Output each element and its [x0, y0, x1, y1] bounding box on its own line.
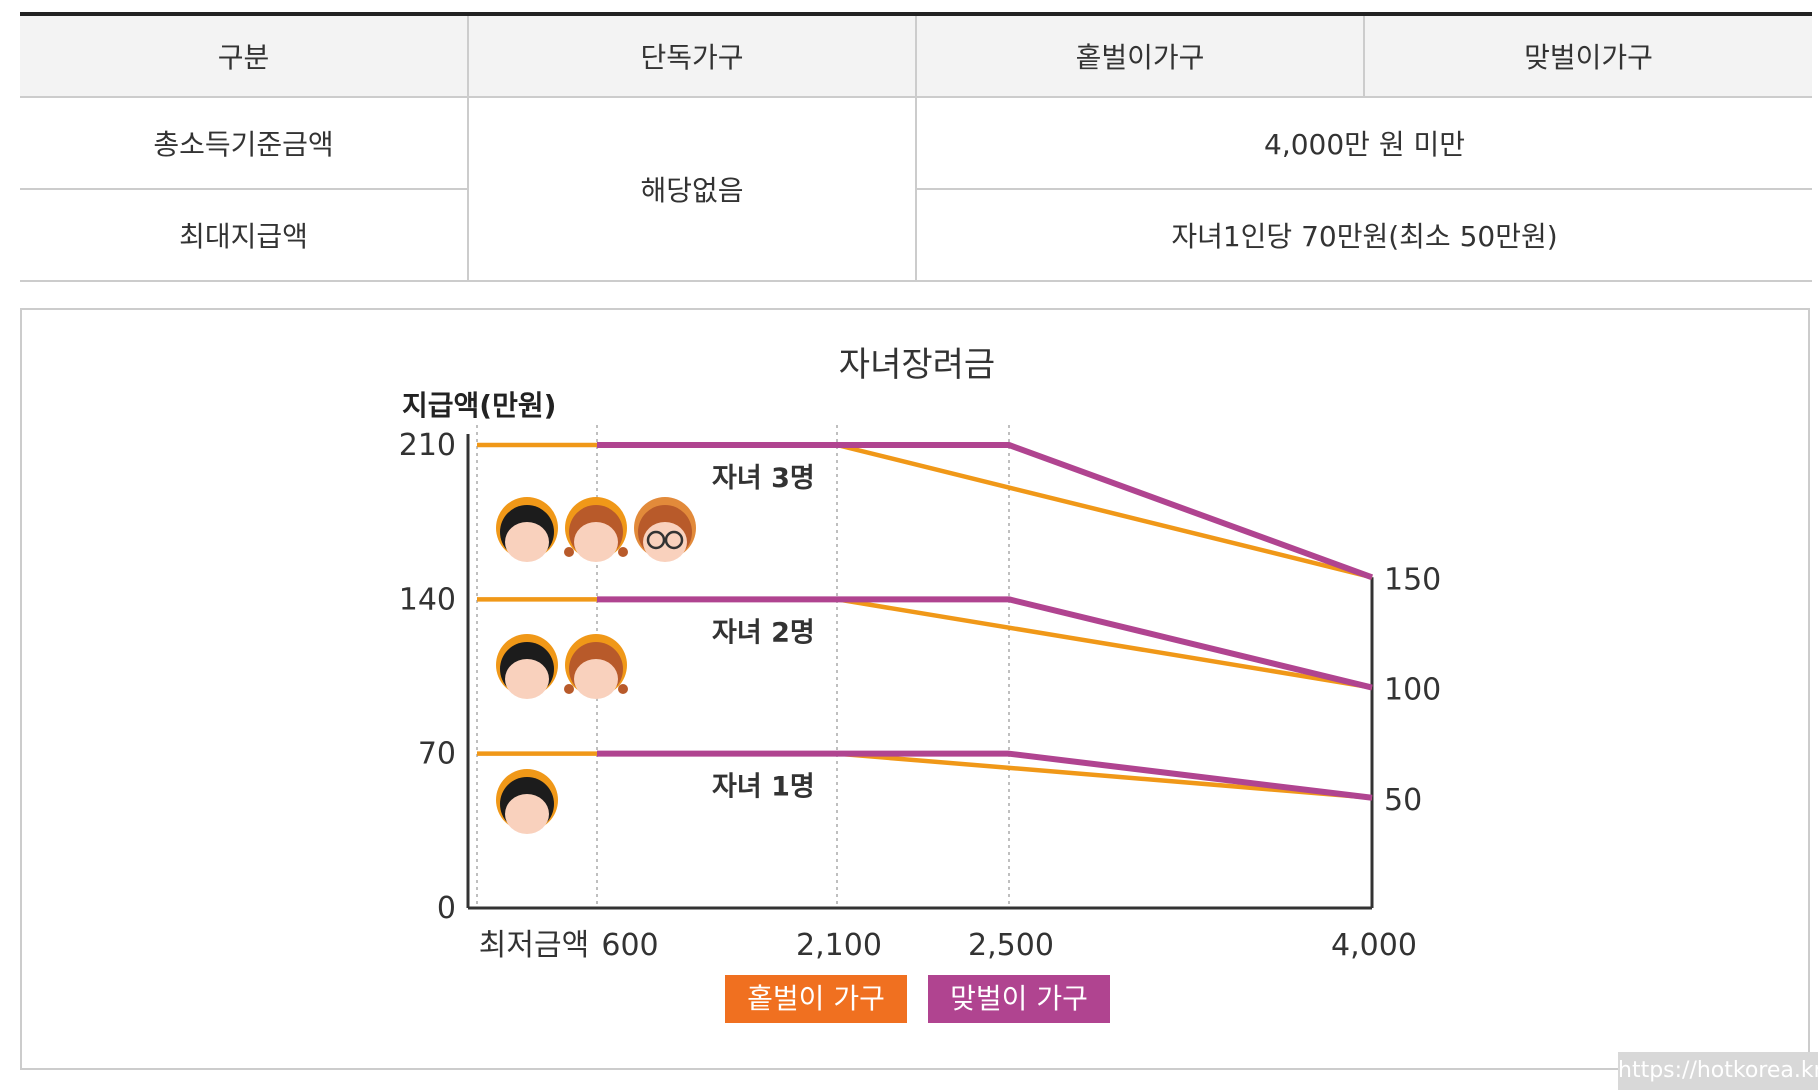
x-tick-label: 4,000: [1331, 928, 1417, 963]
legend-one-earner: 홑벌이 가구: [725, 975, 907, 1023]
legend-dual-earner: 맞벌이 가구: [928, 975, 1110, 1023]
header-one-earner: 홑벌이가구: [916, 12, 1365, 98]
single-household-value: 해당없음: [468, 97, 917, 282]
max-amount-value: 자녀1인당 70만원(최소 50만원): [916, 189, 1812, 282]
series-line: [477, 751, 1373, 801]
x-tick-label: 600: [601, 928, 658, 963]
header-dual-earner: 맞벌이가구: [1364, 12, 1812, 98]
row-label-income: 총소득기준금액: [20, 97, 469, 190]
header-single: 단독가구: [468, 12, 917, 98]
header-category: 구분: [20, 12, 469, 98]
chart-title: 자녀장려금: [839, 345, 995, 385]
girl-face-icon: [564, 634, 628, 699]
series-line: [597, 750, 1373, 801]
group-label: 자녀 3명: [712, 463, 815, 494]
right-tick-label: 100: [1384, 673, 1441, 708]
y-tick-label: 210: [399, 428, 456, 463]
y-axis-label: 지급액(만원): [402, 389, 556, 422]
group-label: 자녀 2명: [712, 617, 815, 648]
boy-face-icon: [496, 769, 558, 834]
boy-face-icon: [496, 634, 558, 699]
boy-glasses-face-icon: [634, 497, 696, 562]
group-label: 자녀 1명: [712, 772, 815, 803]
x-tick-label: 2,100: [796, 928, 882, 963]
y-tick-label: 70: [418, 737, 456, 772]
child-incentive-chart: 자녀장려금 지급액(만원) 0 70 140 210 최저금액 600 2,100 2,500…: [399, 345, 1442, 963]
row-label-max: 최대지급액: [20, 189, 469, 282]
y-tick-label: 0: [437, 891, 456, 926]
girl-face-icon: [564, 497, 628, 562]
table-row: 총소득기준금액 해당없음 4,000만 원 미만: [20, 97, 1812, 282]
series-line: [597, 442, 1374, 581]
x-tick-label: 최저금액: [479, 928, 589, 963]
x-tick-label: 2,500: [968, 928, 1054, 963]
right-tick-label: 50: [1384, 783, 1422, 818]
boy-face-icon: [496, 497, 558, 562]
chart-container: 자녀장려금 지급액(만원) 0 70 140 210 최저금액 600 2,100 2,500…: [20, 308, 1810, 1070]
right-tick-label: 150: [1384, 562, 1441, 597]
watermark: https://hotkorea.kr: [1618, 1052, 1818, 1090]
table-header-row: 구분 단독가구 홑벌이가구 맞벌이가구: [20, 12, 1812, 98]
y-tick-label: 140: [399, 582, 456, 617]
income-threshold-value: 4,000만 원 미만: [916, 97, 1812, 190]
series-line: [597, 596, 1373, 691]
income-table: 구분 단독가구 홑벌이가구 맞벌이가구 총소득기준금액 해당없음 4,000만 …: [20, 12, 1812, 282]
table-row: 최대지급액 자녀1인당 70만원(최소 50만원): [20, 189, 1812, 282]
